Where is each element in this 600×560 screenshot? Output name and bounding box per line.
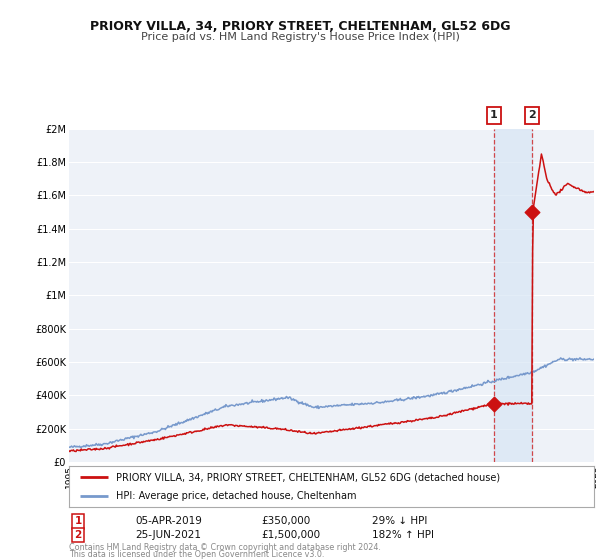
Text: 1: 1 xyxy=(490,110,497,120)
Text: £350,000: £350,000 xyxy=(261,516,310,526)
Text: 2: 2 xyxy=(74,530,82,540)
Text: Contains HM Land Registry data © Crown copyright and database right 2024.: Contains HM Land Registry data © Crown c… xyxy=(69,543,381,552)
Text: 2: 2 xyxy=(529,110,536,120)
Text: 25-JUN-2021: 25-JUN-2021 xyxy=(135,530,201,540)
Point xyxy=(527,208,537,217)
Text: Price paid vs. HM Land Registry's House Price Index (HPI): Price paid vs. HM Land Registry's House … xyxy=(140,32,460,43)
Text: 1: 1 xyxy=(74,516,82,526)
Text: 29% ↓ HPI: 29% ↓ HPI xyxy=(372,516,427,526)
Text: PRIORY VILLA, 34, PRIORY STREET, CHELTENHAM, GL52 6DG: PRIORY VILLA, 34, PRIORY STREET, CHELTEN… xyxy=(90,20,510,32)
Text: HPI: Average price, detached house, Cheltenham: HPI: Average price, detached house, Chel… xyxy=(116,491,357,501)
Text: 05-APR-2019: 05-APR-2019 xyxy=(135,516,202,526)
Text: This data is licensed under the Open Government Licence v3.0.: This data is licensed under the Open Gov… xyxy=(69,550,325,559)
Point xyxy=(489,399,499,408)
Text: £1,500,000: £1,500,000 xyxy=(261,530,320,540)
Bar xyxy=(494,129,532,462)
Text: 182% ↑ HPI: 182% ↑ HPI xyxy=(372,530,434,540)
Text: PRIORY VILLA, 34, PRIORY STREET, CHELTENHAM, GL52 6DG (detached house): PRIORY VILLA, 34, PRIORY STREET, CHELTEN… xyxy=(116,473,500,482)
